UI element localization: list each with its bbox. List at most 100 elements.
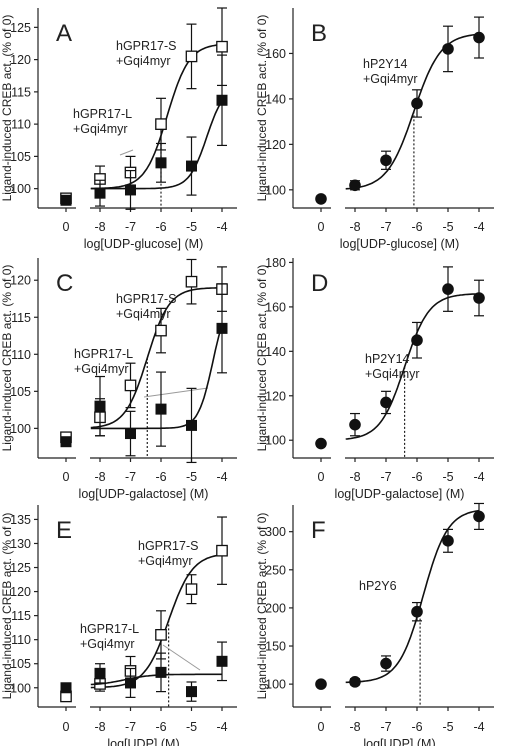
- pb-p2y-data-point: [380, 154, 392, 167]
- pc-long-series-label: hGPR17-L: [74, 347, 133, 361]
- pc-x-tick-label: -4: [216, 470, 227, 484]
- pd-x-tick-label: 0: [318, 470, 325, 484]
- pf-p2y-fit-curve: [345, 509, 480, 684]
- pe-short-data-point: [216, 544, 228, 557]
- pc-y-tick-label: 100: [10, 422, 31, 436]
- pb-x-tick-label: -8: [349, 220, 360, 234]
- pf-p2y-data-point: [380, 657, 392, 670]
- pf-x-tick-label: -5: [442, 720, 453, 734]
- pf-x-tick-label: -8: [349, 720, 360, 734]
- pd-p2y-data-point: [473, 292, 485, 304]
- pc-long-data-point: [216, 322, 228, 334]
- pd-p2y-data-point: [380, 396, 392, 409]
- pb-p2y-series-label: hP2Y14: [363, 57, 408, 71]
- pa-long-series-label: +Gqi4myr: [73, 122, 128, 136]
- pb-p2y-data-point: [349, 179, 361, 192]
- pb-p2y-data-point: [315, 193, 327, 205]
- pf-x-tick-label: -6: [411, 720, 422, 734]
- pc-label-pointer: [143, 387, 209, 398]
- pd-x-tick-label: -7: [380, 470, 391, 484]
- pe-x-axis-label: log[UDP] (M): [107, 737, 179, 746]
- pe-long-series-label: +Gqi4myr: [80, 637, 135, 651]
- pa-y-tick-label: 110: [11, 118, 31, 132]
- pf-p2y-series-label: hP2Y6: [359, 579, 397, 593]
- pc-short-data-point: [155, 324, 167, 337]
- pe-y-tick-label: 120: [10, 585, 31, 599]
- pb-x-tick-label: -5: [442, 220, 453, 234]
- pa-long-data-point: [155, 157, 167, 169]
- pa-y-tick-label: 120: [10, 53, 31, 67]
- pb-x-tick-label: -7: [380, 220, 391, 234]
- pd-x-tick-label: -5: [442, 470, 453, 484]
- pc-x-tick-label: -6: [155, 470, 166, 484]
- pa-short-series-label: hGPR17-S: [116, 39, 176, 53]
- pe-short-fit-curve: [90, 553, 223, 689]
- pd-y-axis-label: Ligand-induced CREB act. (% of 0): [255, 265, 269, 452]
- pf-p2y-data-point: [411, 605, 423, 618]
- pc-x-tick-label: -8: [94, 470, 105, 484]
- pf-p2y-data-point: [349, 676, 361, 688]
- pf-y-axis-label: Ligand-induced CREB act. (% of 0): [255, 513, 269, 700]
- pe-x-tick-label: -6: [155, 720, 166, 734]
- pa-y-tick-label: 100: [10, 182, 31, 196]
- pe-y-tick-label: 105: [10, 657, 31, 671]
- pe-long-data-point: [60, 682, 72, 694]
- pf-y-tick-label: 100: [265, 678, 286, 692]
- pd-p2y-data-point: [411, 334, 423, 347]
- pe-long-data-point: [216, 655, 228, 667]
- pe-short-series-label: +Gqi4myr: [138, 554, 193, 568]
- pa-label-pointer: [119, 149, 134, 156]
- pe-y-axis-label: Ligand-induced CREB act. (% of 0): [0, 513, 14, 700]
- pc-long-data-point: [155, 403, 167, 415]
- pa-x-tick-label: -4: [216, 220, 227, 234]
- pc-long-data-point: [186, 419, 197, 431]
- pa-long-data-point: [186, 160, 197, 172]
- pf-p2y-data-point: [315, 678, 327, 690]
- pa-y-axis-label: Ligand-induced CREB act. (% of 0): [0, 15, 14, 202]
- pe-panel-label: E: [56, 517, 72, 544]
- pe-x-tick-label: 0: [63, 720, 70, 734]
- pd-p2y-data-point: [349, 418, 361, 431]
- pa-y-tick-label: 115: [11, 85, 31, 99]
- pf-y-tick-label: 200: [265, 601, 286, 615]
- pa-long-fit-curve: [90, 100, 223, 190]
- pf-x-tick-label: -4: [473, 720, 484, 734]
- pe-y-tick-label: 130: [10, 537, 31, 551]
- pc-long-fit-curve: [90, 324, 223, 430]
- pa-x-tick-label: -6: [155, 220, 166, 234]
- pa-x-tick-label: 0: [63, 220, 70, 234]
- pc-long-data-point: [60, 436, 72, 448]
- pa-x-tick-label: -5: [186, 220, 197, 234]
- pe-y-tick-label: 115: [11, 609, 31, 623]
- pe-long-data-point: [94, 667, 106, 679]
- pf-x-tick-label: -7: [380, 720, 391, 734]
- pa-y-tick-label: 125: [10, 21, 31, 35]
- pd-y-tick-label: 160: [265, 300, 286, 314]
- pd-p2y-data-point: [315, 437, 327, 450]
- pb-y-tick-label: 100: [265, 183, 286, 197]
- pd-x-tick-label: -6: [411, 470, 422, 484]
- pc-long-data-point: [125, 428, 136, 440]
- pb-panel-label: B: [311, 20, 327, 47]
- pd-x-tick-label: -8: [349, 470, 360, 484]
- pf-p2y-data-point: [473, 510, 485, 523]
- pa-short-data-point: [155, 118, 167, 130]
- pc-x-tick-label: -5: [186, 470, 197, 484]
- pb-y-axis-label: Ligand-induced CREB act. (% of 0): [255, 15, 269, 202]
- pe-short-data-point: [185, 583, 198, 596]
- pe-x-tick-label: -4: [216, 720, 227, 734]
- pf-y-tick-label: 300: [265, 525, 286, 539]
- pc-short-data-point: [185, 275, 198, 288]
- pc-y-tick-label: 115: [11, 311, 31, 325]
- pe-short-series-label: hGPR17-S: [138, 539, 198, 553]
- pb-x-tick-label: 0: [318, 220, 325, 234]
- pa-long-series-label: hGPR17-L: [73, 107, 132, 121]
- pc-y-tick-label: 105: [10, 385, 31, 399]
- pa-long-data-point: [125, 184, 136, 196]
- pc-panel-label: C: [56, 270, 73, 297]
- pf-p2y-data-point: [442, 535, 454, 547]
- pc-y-tick-label: 120: [10, 274, 31, 288]
- pc-long-data-point: [94, 400, 106, 412]
- pa-short-fit-curve: [90, 43, 223, 190]
